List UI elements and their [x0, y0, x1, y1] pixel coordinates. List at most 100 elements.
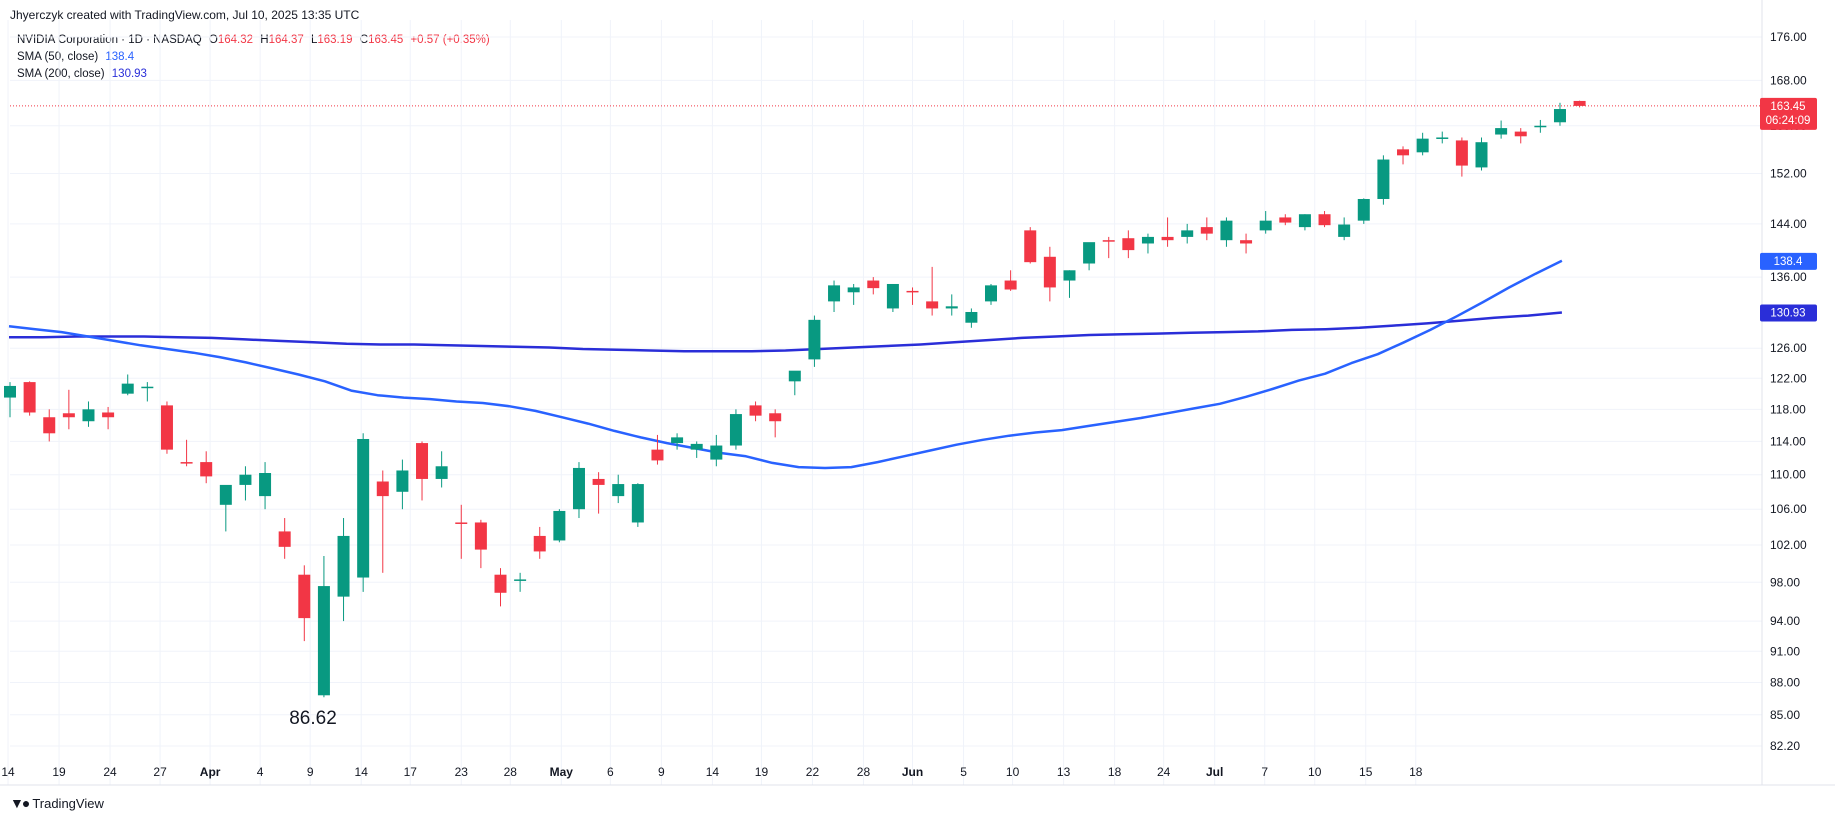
candle-body — [1279, 217, 1292, 223]
time-tick-label: 17 — [404, 765, 418, 779]
sma200-line — [9, 311, 1563, 353]
candle-body — [631, 484, 644, 523]
candle-body — [219, 484, 232, 505]
price-tick-label: 152.00 — [1770, 167, 1807, 181]
candles-group — [4, 100, 1586, 698]
sma50-badge-text: 138.4 — [1774, 256, 1803, 268]
price-tick-label: 118.00 — [1770, 402, 1806, 416]
candle-body — [1259, 220, 1272, 231]
candle-body — [1475, 142, 1488, 168]
brand-label: TradingView — [32, 795, 104, 811]
sma200-value: 130.93 — [111, 68, 147, 80]
candle-body — [1573, 100, 1586, 106]
time-tick-label: 13 — [1057, 765, 1071, 779]
last-price-badge-text: 163.45 — [1770, 101, 1805, 113]
candle-body — [337, 535, 350, 597]
candle-body — [886, 283, 899, 309]
sma50-legend[interactable]: SMA (50, close) 138.4 — [17, 51, 138, 63]
candle-body — [239, 474, 252, 485]
price-axis: 176.00168.00160.00152.00144.00136.00126.… — [0, 0, 1835, 786]
time-tick-label: 24 — [103, 765, 117, 779]
candle-body — [926, 301, 939, 309]
time-tick-label: 19 — [755, 765, 769, 779]
candle-body — [710, 445, 723, 460]
candle-body — [1553, 109, 1566, 123]
candle-body — [651, 449, 664, 461]
time-tick-label: 4 — [257, 765, 264, 779]
candle-body — [357, 438, 370, 578]
price-tick-label: 82.20 — [1770, 739, 1800, 753]
candle-body — [396, 470, 409, 492]
candle-body — [455, 522, 468, 524]
time-tick-label: Apr — [200, 765, 221, 779]
price-tick-label: 91.00 — [1770, 644, 1800, 658]
candle-body — [1063, 270, 1076, 281]
time-tick-label: 28 — [857, 765, 871, 779]
time-tick-label: 15 — [1359, 765, 1373, 779]
candle-body — [62, 413, 75, 418]
candle-body — [1298, 214, 1311, 228]
candle-body — [1436, 137, 1449, 139]
candle-body — [572, 467, 585, 510]
chart-credit: Jhyerczyk created with TradingView.com, … — [10, 8, 360, 22]
candle-body — [200, 462, 213, 477]
candle-body — [690, 443, 703, 450]
candle-body — [160, 405, 173, 450]
candle-body — [4, 385, 16, 398]
candle-body — [1416, 138, 1429, 153]
chart-grid — [7, 20, 1762, 785]
candle-body — [1220, 220, 1233, 241]
candle-body — [474, 522, 487, 550]
price-tick-label: 85.00 — [1770, 708, 1800, 722]
candle-body — [23, 382, 36, 413]
candle-body — [317, 586, 330, 696]
sma50-value: 138.4 — [105, 51, 135, 63]
candle-body — [965, 311, 978, 323]
candle-body — [1240, 240, 1253, 244]
candle-body — [102, 412, 115, 418]
candle-body — [416, 443, 429, 479]
candle-body — [671, 437, 684, 444]
candle-body — [1318, 214, 1331, 226]
candle-body — [494, 574, 507, 593]
candle-body — [82, 409, 95, 422]
candle-body — [1141, 236, 1154, 244]
time-tick-label: 18 — [1409, 765, 1423, 779]
last-price-badge — [1760, 97, 1817, 130]
time-tick-label: 9 — [307, 765, 314, 779]
candle-body — [259, 473, 272, 497]
candle-body — [514, 579, 527, 581]
candle-body — [533, 535, 546, 552]
candle-body — [121, 383, 134, 394]
time-tick-label: 24 — [1157, 765, 1171, 779]
sma50-badge — [1760, 252, 1817, 270]
candle-body — [612, 484, 625, 497]
last-price-badge-text: 06:24:09 — [1766, 115, 1811, 127]
candle-body — [1122, 238, 1135, 251]
candle-body — [808, 319, 821, 360]
time-tick-label: 14 — [706, 765, 720, 779]
time-tick-label: May — [550, 765, 574, 779]
sma50-line — [8, 259, 1563, 470]
candle-body — [1377, 159, 1390, 199]
candle-body — [376, 481, 389, 497]
candle-body — [1200, 227, 1213, 234]
candle-body — [1102, 240, 1115, 242]
candle-body — [1338, 224, 1351, 237]
price-tick-label: 94.00 — [1770, 614, 1800, 628]
candle-body — [1181, 230, 1194, 237]
tradingview-logo[interactable]: ▼● TradingView — [10, 795, 104, 811]
candle-body — [769, 413, 782, 422]
sma200-legend[interactable]: SMA (200, close) 130.93 — [17, 68, 151, 80]
candle-body — [729, 414, 742, 446]
candle-body — [298, 574, 311, 619]
candle-body — [1455, 140, 1468, 166]
candle-body — [1083, 242, 1096, 264]
time-tick-label: 9 — [658, 765, 665, 779]
candle-body — [1043, 256, 1056, 288]
time-tick-label: 14 — [1, 765, 15, 779]
price-tick-label: 144.00 — [1770, 217, 1807, 231]
price-tick-label: 136.00 — [1770, 270, 1807, 284]
candle-body — [1514, 131, 1527, 137]
